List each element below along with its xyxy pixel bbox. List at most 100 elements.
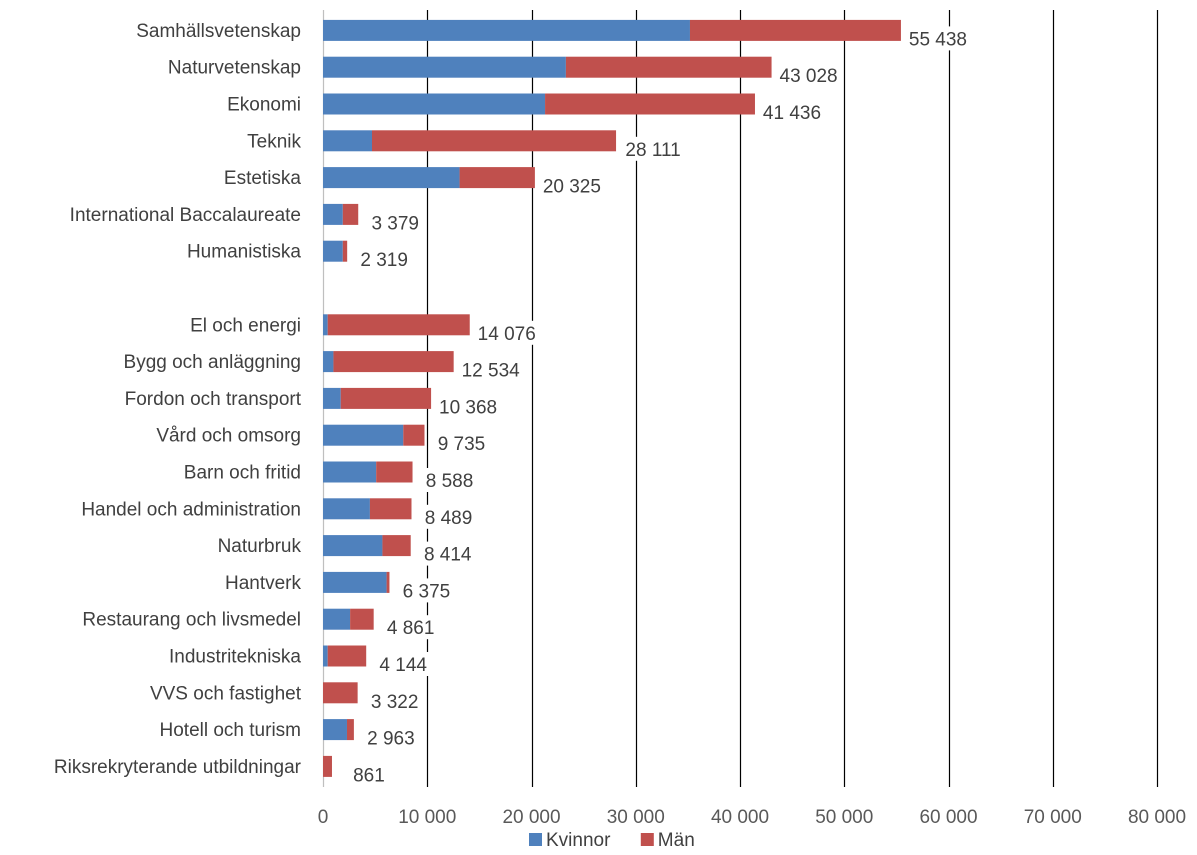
bar-kvinnor-estetiska	[323, 167, 460, 189]
total-label-international-baccalaureate: 3 379	[371, 213, 419, 234]
bar-man-riksrekryterande-utbildningar	[323, 755, 332, 777]
total-label-bg-international-baccalaureate	[365, 210, 425, 235]
category-label-ekonomi: Ekonomi	[227, 95, 301, 116]
bar-man-teknik	[371, 130, 617, 152]
total-label-bg-humanistiska	[354, 247, 414, 272]
bar-man-industritekniska	[327, 645, 367, 667]
legend-swatch-man	[640, 833, 654, 846]
bar-kvinnor-industritekniska	[323, 645, 328, 667]
total-label-bg-naturbruk	[418, 541, 478, 566]
category-label-hantverk: Hantverk	[225, 573, 302, 594]
total-label-ekonomi: 41 436	[763, 103, 821, 124]
total-label-teknik: 28 111	[625, 140, 680, 161]
total-label-bygg-och-anlaggning: 12 534	[462, 361, 521, 382]
bar-man-ekonomi	[545, 93, 755, 115]
category-label-riksrekryterande-utbildningar: Riksrekryterande utbildningar	[54, 757, 302, 778]
category-label-restaurang-och-livsmedel: Restaurang och livsmedel	[82, 610, 301, 631]
category-label-international-baccalaureate: International Baccalaureate	[70, 205, 301, 226]
total-label-bg-handel-och-administration	[418, 504, 478, 529]
category-label-naturvetenskap: Naturvetenskap	[168, 58, 301, 79]
bar-kvinnor-humanistiska	[323, 240, 343, 262]
bar-kvinnor-fordon-och-transport	[323, 387, 341, 409]
category-label-fordon-och-transport: Fordon och transport	[125, 389, 302, 410]
bar-man-naturvetenskap	[565, 56, 772, 78]
bar-man-barn-och-fritid	[376, 461, 413, 483]
total-label-fordon-och-transport: 10 368	[439, 397, 497, 418]
total-label-bg-vvs-och-fastighet	[365, 688, 425, 713]
bar-kvinnor-naturvetenskap	[323, 56, 566, 78]
total-label-naturvetenskap: 43 028	[780, 66, 838, 87]
total-label-bg-teknik	[618, 136, 688, 161]
x-tick-label: 50 000	[815, 807, 873, 828]
total-label-hotell-och-turism: 2 963	[367, 729, 415, 750]
legend: Kvinnor Män	[529, 830, 695, 851]
bar-kvinnor-restaurang-och-livsmedel	[323, 608, 351, 630]
bar-man-el-och-energi	[327, 314, 470, 336]
total-label-bg-fordon-och-transport	[433, 394, 503, 419]
total-label-bg-naturvetenskap	[773, 63, 844, 88]
legend-label-kvinnor: Kvinnor	[546, 830, 611, 851]
category-label-el-och-energi: El och energi	[190, 315, 301, 336]
x-tick-label: 30 000	[607, 807, 665, 828]
total-label-estetiska: 20 325	[543, 177, 601, 198]
category-label-vvs-och-fastighet: VVS och fastighet	[150, 683, 302, 704]
category-label-estetiska: Estetiska	[224, 168, 302, 189]
total-label-naturbruk: 8 414	[424, 545, 472, 566]
total-label-bg-samhallsvetenskap	[903, 26, 973, 51]
bar-kvinnor-vard-och-omsorg	[323, 424, 404, 446]
bar-man-samhallsvetenskap	[689, 19, 901, 41]
x-tick-label: 20 000	[502, 807, 560, 828]
bar-kvinnor-el-och-energi	[323, 314, 328, 336]
bar-kvinnor-hantverk	[323, 571, 387, 593]
bar-man-bygg-och-anlaggning	[333, 351, 454, 373]
bar-kvinnor-barn-och-fritid	[323, 461, 377, 483]
bar-kvinnor-samhallsvetenskap	[323, 19, 690, 41]
total-label-samhallsvetenskap: 55 438	[909, 29, 967, 50]
bar-man-handel-och-administration	[369, 498, 412, 520]
category-label-barn-och-fritid: Barn och fritid	[184, 463, 301, 484]
total-label-handel-och-administration: 8 489	[425, 508, 473, 529]
bar-kvinnor-bygg-och-anlaggning	[323, 351, 334, 373]
total-label-bg-hantverk	[396, 578, 456, 603]
x-tick-label: 40 000	[711, 807, 769, 828]
bar-man-naturbruk	[382, 535, 411, 557]
total-label-vard-och-omsorg: 9 735	[438, 434, 486, 455]
x-tick-labels: 0 10 000 20 000 30 000 40 000 50 000 60 000 70 …	[318, 807, 1186, 828]
total-label-humanistiska: 2 319	[360, 250, 408, 271]
category-label-samhallsvetenskap: Samhällsvetenskap	[136, 21, 301, 42]
bar-man-vvs-och-fastighet	[323, 682, 358, 704]
bar-kvinnor-handel-och-administration	[323, 498, 370, 520]
bar-kvinnor-international-baccalaureate	[323, 203, 343, 225]
bar-man-international-baccalaureate	[342, 203, 359, 225]
total-label-bg-vard-och-omsorg	[431, 431, 491, 456]
bar-kvinnor-ekonomi	[323, 93, 546, 115]
bar-man-restaurang-och-livsmedel	[350, 608, 374, 630]
total-label-bg-estetiska	[537, 173, 607, 198]
bar-man-hantverk	[386, 571, 390, 593]
legend-label-man: Män	[658, 830, 695, 851]
x-tick-label: 0	[318, 807, 329, 828]
category-label-teknik: Teknik	[247, 131, 301, 152]
category-label-bygg-och-anlaggning: Bygg och anläggning	[124, 352, 301, 373]
bar-kvinnor-teknik	[323, 130, 372, 152]
category-labels: Samhällsvetenskap Naturvetenskap Ekonomi Te…	[54, 21, 302, 778]
total-label-bg-el-och-energi	[471, 320, 542, 345]
total-label-bg-restaurang-och-livsmedel	[381, 615, 441, 640]
category-label-naturbruk: Naturbruk	[218, 536, 302, 557]
total-label-hantverk: 6 375	[403, 581, 451, 602]
x-tick-label: 10 000	[398, 807, 456, 828]
bars	[323, 19, 901, 777]
total-label-bg-ekonomi	[757, 100, 827, 124]
x-tick-label: 80 000	[1128, 807, 1186, 828]
bar-man-fordon-och-transport	[340, 387, 432, 409]
bar-kvinnor-naturbruk	[323, 535, 383, 557]
total-label-bg-bygg-och-anlaggning	[455, 357, 526, 382]
total-label-bg-barn-och-fritid	[420, 468, 480, 492]
total-labels: 55 438 43 028 41 436 28 111 20 325 3 379 2 319…	[350, 26, 973, 787]
legend-swatch-kvinnor	[529, 833, 542, 846]
total-label-bg-riksrekryterande-utbildningar	[350, 762, 388, 787]
category-label-humanistiska: Humanistiska	[187, 242, 301, 263]
category-label-industritekniska: Industritekniska	[169, 647, 301, 668]
